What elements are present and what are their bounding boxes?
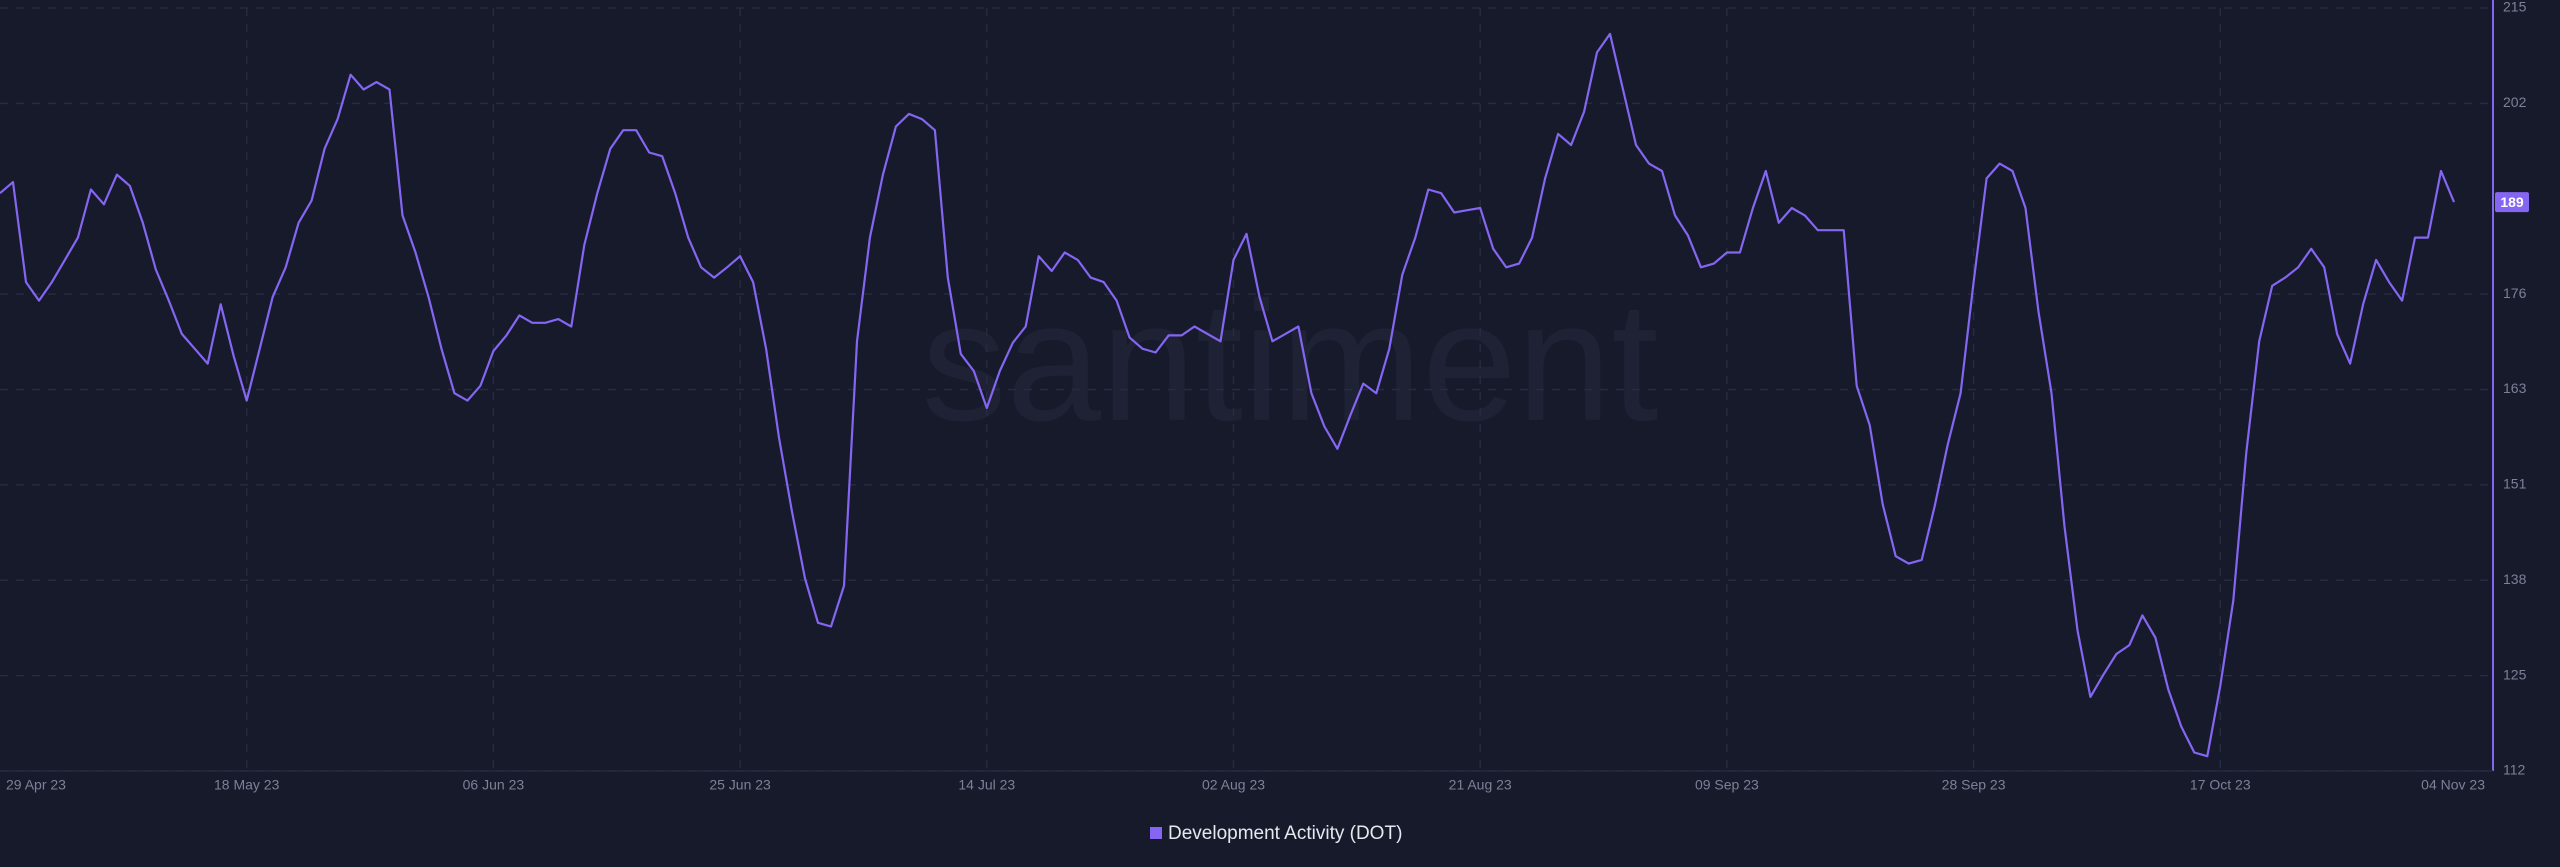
legend-label: Development Activity (DOT) xyxy=(1168,823,1402,844)
y-tick-label: 125 xyxy=(2503,666,2527,682)
x-tick-label: 04 Nov 23 xyxy=(2421,777,2485,793)
y-tick-label: 151 xyxy=(2503,476,2527,492)
x-tick-label: 18 May 23 xyxy=(214,777,280,793)
y-tick-label: 215 xyxy=(2503,0,2527,15)
watermark: santiment xyxy=(921,267,1658,457)
x-tick-label: 14 Jul 23 xyxy=(958,777,1015,793)
x-tick-label: 02 Aug 23 xyxy=(1202,777,1265,793)
last-value-badge xyxy=(2495,192,2529,213)
y-tick-label: 176 xyxy=(2503,285,2527,301)
legend-swatch xyxy=(1150,827,1162,839)
x-tick-label: 28 Sep 23 xyxy=(1942,777,2006,793)
y-tick-label: 138 xyxy=(2503,571,2527,587)
line xyxy=(0,32,2456,758)
x-tick-label: 09 Sep 23 xyxy=(1695,777,1759,793)
x-tick-label: 17 Oct 23 xyxy=(2190,777,2251,793)
last-value-label: 189 xyxy=(2500,194,2524,210)
y-tick-label: 202 xyxy=(2503,94,2527,110)
x-tick-label: 21 Aug 23 xyxy=(1449,777,1512,793)
y-tick-label: 112 xyxy=(2503,762,2526,778)
y-tick-label: 163 xyxy=(2503,380,2527,396)
x-tick-label: 29 Apr 23 xyxy=(6,777,66,793)
x-tick-label: 25 Jun 23 xyxy=(709,777,771,793)
x-tick-label: 06 Jun 23 xyxy=(463,777,525,793)
